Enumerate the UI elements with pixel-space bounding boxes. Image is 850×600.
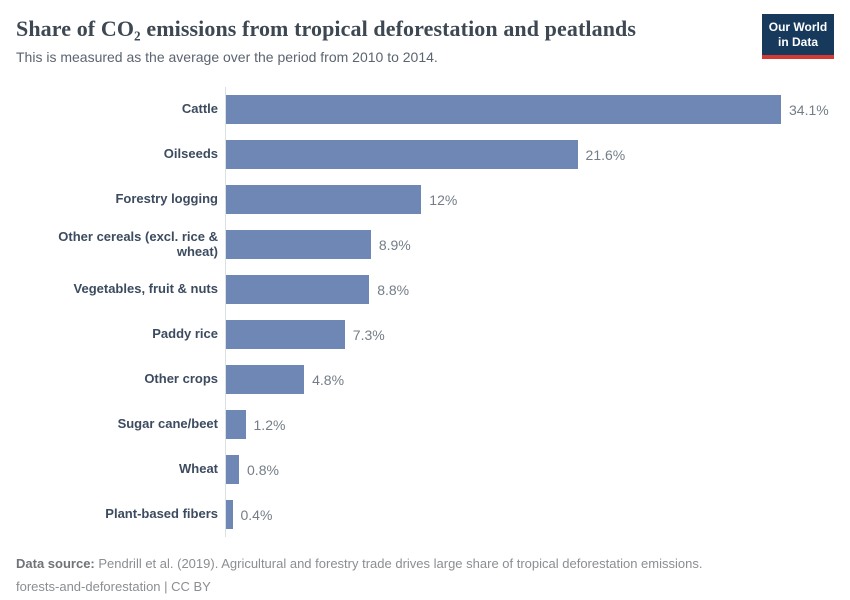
header-text: Share of CO₂ emissions from tropical def… <box>16 14 762 65</box>
bar-row[interactable]: Vegetables, fruit & nuts 8.8% <box>16 267 834 312</box>
category-label: Oilseeds <box>163 146 218 162</box>
chart-subtitle: This is measured as the average over the… <box>16 49 438 65</box>
bar[interactable] <box>226 365 305 394</box>
owid-logo-text: Our World in Data <box>762 14 834 55</box>
data-source-label: Data source: <box>16 556 95 571</box>
bar[interactable] <box>226 140 578 169</box>
value-label: 8.9% <box>378 236 411 253</box>
bar-row[interactable]: Other cereals (excl. rice & wheat) 8.9% <box>16 222 834 267</box>
chart-title: Share of CO₂ emissions from tropical def… <box>16 16 637 41</box>
bar-track: 0.8% <box>225 447 834 492</box>
bar-row[interactable]: Forestry logging 12% <box>16 177 834 222</box>
bar[interactable] <box>226 275 370 304</box>
bar-track: 1.2% <box>225 402 834 447</box>
bar-track: 12% <box>225 177 834 222</box>
bar-chart: Cattle 34.1% Oilseeds 21.6% Forestry logging… <box>16 87 834 537</box>
bar-row[interactable]: Sugar cane/beet 1.2% <box>16 402 834 447</box>
bar-row[interactable]: Paddy rice 7.3% <box>16 312 834 357</box>
value-label: 1.2% <box>253 416 286 433</box>
bar[interactable] <box>226 185 422 214</box>
owid-logo-red-bar <box>762 55 834 59</box>
bar-track: 21.6% <box>225 132 834 177</box>
category-label: Sugar cane/beet <box>117 416 218 432</box>
bar-track: 8.9% <box>225 222 834 267</box>
category-label: Plant-based fibers <box>105 506 218 522</box>
category-label: Wheat <box>179 461 218 477</box>
category-label: Cattle <box>181 101 218 117</box>
category-label: Paddy rice <box>152 326 218 342</box>
value-label: 7.3% <box>352 326 385 343</box>
value-label: 34.1% <box>789 101 829 118</box>
bar[interactable] <box>226 95 781 124</box>
bar-track: 8.8% <box>225 267 834 312</box>
bar-row[interactable]: Plant-based fibers 0.4% <box>16 492 834 537</box>
value-label: 8.8% <box>377 281 410 298</box>
value-label: 21.6% <box>585 146 626 163</box>
bar-track: 4.8% <box>225 357 834 402</box>
bar-track: 34.1% <box>225 87 834 132</box>
bar-track: 7.3% <box>225 312 834 357</box>
value-label: 0.4% <box>240 506 273 523</box>
owid-logo-line2: in Data <box>777 35 818 49</box>
bar-row[interactable]: Other crops 4.8% <box>16 357 834 402</box>
bar[interactable] <box>226 410 246 439</box>
value-label: 4.8% <box>312 371 345 388</box>
bar[interactable] <box>226 320 345 349</box>
bar-row[interactable]: Oilseeds 21.6% <box>16 132 834 177</box>
footer-license-line: forests-and-deforestation | CC BY <box>16 578 211 594</box>
footer-source-line: Data source: Pendrill et al. (2019). Agr… <box>16 553 834 576</box>
bar-row[interactable]: Cattle 34.1% <box>16 87 834 132</box>
bar[interactable] <box>226 500 233 529</box>
data-source-text: Pendrill et al. (2019). Agricultural and… <box>94 556 703 571</box>
bar-row[interactable]: Wheat 0.8% <box>16 447 834 492</box>
category-label: Other cereals (excl. rice & wheat) <box>58 229 218 259</box>
value-label: 0.8% <box>247 461 279 478</box>
bar-track: 0.4% <box>225 492 834 537</box>
chart-footer: Data source: Pendrill et al. (2019). Agr… <box>16 553 834 599</box>
category-label: Vegetables, fruit & nuts <box>73 281 218 297</box>
owid-logo-line1: Our World <box>768 20 828 34</box>
bar[interactable] <box>226 230 371 259</box>
chart-header: Share of CO₂ emissions from tropical def… <box>16 14 834 65</box>
category-label: Forestry logging <box>115 191 218 207</box>
owid-logo: Our World in Data <box>762 14 834 59</box>
category-label: Other crops <box>144 371 218 387</box>
bar[interactable] <box>226 455 240 484</box>
value-label: 12% <box>429 191 458 208</box>
